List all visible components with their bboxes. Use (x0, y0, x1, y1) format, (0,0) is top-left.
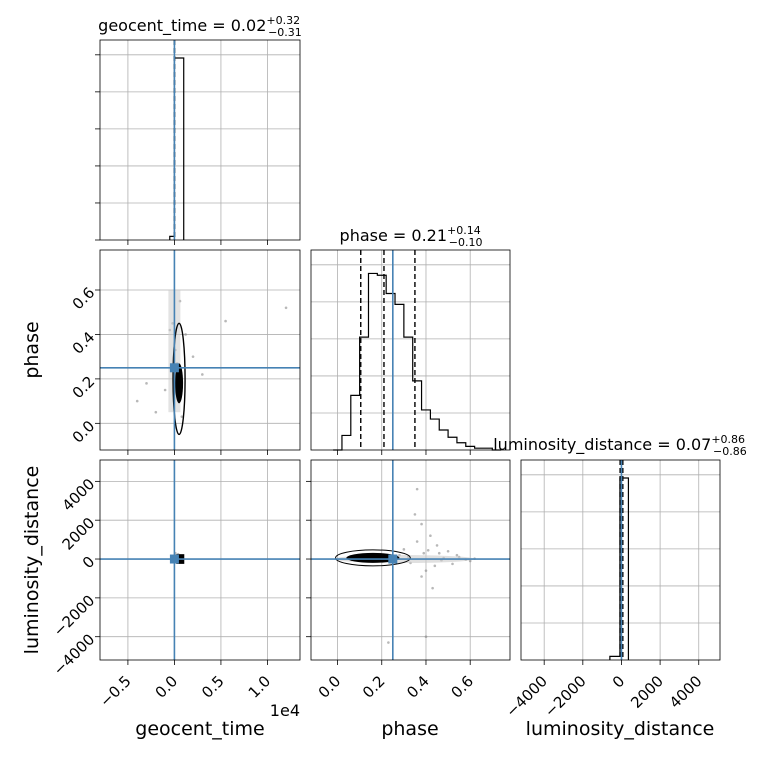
contour-core (346, 552, 400, 563)
scatter-geocent-time-phase-truth-marker (169, 363, 179, 373)
scatter-phase-distance-sample-point (433, 564, 437, 568)
scatter-geocent-time-phase-sample-point (163, 388, 167, 392)
geocent-time-x-axis-tick-label: 1.0 (245, 672, 275, 702)
panel-geocent-time-hist-frame (99, 39, 301, 241)
distance-x-axis-tick-label: 4000 (666, 672, 706, 712)
phase-y-axis-tick-label: 0.2 (69, 373, 99, 403)
scatter-phase-distance-sample-point (424, 635, 428, 638)
distance-x-axis-tick-label: 0 (609, 672, 628, 691)
title-median: = 0.21 (388, 226, 447, 245)
scatter-geocent-time-distance-truth-marker (169, 554, 179, 564)
y-axis-title-phase: phase (21, 321, 43, 378)
scatter-phase-distance-sample-point (420, 575, 423, 578)
panel-title-geocent_time: geocent_time = 0.02+0.32 −0.31 (98, 14, 302, 39)
title-label: luminosity_distance (493, 435, 652, 455)
hist-luminosity-distance-steps (609, 477, 630, 660)
phase-y-axis-tick-label: 0.6 (69, 284, 99, 314)
scatter-geocent-time-phase-sample-point (135, 399, 139, 403)
scatter-phase-distance-sample-point (402, 548, 406, 551)
geocent-time-x-axis-tick-label: 0.5 (198, 672, 228, 702)
panel-geocent-time-vs-distance-frame (99, 459, 301, 661)
scatter-phase-distance-sample-point (446, 549, 450, 553)
contour-outer (335, 549, 411, 567)
distance-y-axis-tick-label: −4000 (50, 630, 99, 679)
phase-y-axis-tick-label: 0.0 (69, 417, 99, 447)
geocent-time-x-axis-tick-label: 0.0 (152, 672, 182, 702)
scatter-geocent-time-phase-sample-point (145, 382, 148, 385)
x-axis-title-geocent-time: geocent_time (135, 718, 264, 740)
scatter-geocent-time-phase-sample-point (284, 306, 288, 310)
scatter-phase-distance-sample-point (426, 548, 430, 552)
geocent-time-x-axis-tick-label: −0.5 (96, 672, 134, 710)
title-minus: −0.86 (713, 445, 747, 458)
panel-geocent-time-vs-phase-frame (99, 249, 301, 451)
contour-core (175, 363, 184, 404)
scatter-geocent-time-phase-sample-point (154, 410, 158, 414)
y-axis-title-luminosity-distance: luminosity_distance (21, 466, 43, 655)
scatter-geocent-time-phase-sample-point (191, 355, 195, 358)
scatter-phase-distance-sample-point (431, 586, 434, 590)
scatter-geocent-time-phase-sample-point (201, 373, 204, 376)
x-axis-title-luminosity-distance: luminosity_distance (526, 718, 715, 740)
scatter-phase-distance-sample-point (415, 540, 419, 543)
scatter-geocent-time-phase-sample-point (224, 319, 227, 323)
scatter-phase-distance-sample-point (435, 544, 439, 547)
scatter-phase-distance-sample-point (455, 553, 459, 557)
offset-text: 1e4 (270, 701, 300, 720)
phase-x-axis-tick-label: 0.4 (403, 672, 433, 702)
title-minus: −0.31 (268, 26, 302, 39)
distance-x-axis-tick-label: 2000 (627, 672, 667, 712)
scatter-phase-distance-sample-point (424, 569, 428, 572)
panel-phase-vs-distance-frame (310, 459, 511, 661)
distance-y-axis-tick-label: −2000 (50, 592, 99, 641)
scatter-phase-distance-sample-point (413, 513, 417, 516)
contour-outer (172, 322, 186, 436)
scatter-geocent-time-phase-sample-point (184, 333, 187, 336)
title-plus: +0.86 (711, 433, 745, 446)
scatter-phase-distance-sample-point (451, 562, 454, 566)
scatter-phase-distance-truth-marker (388, 554, 398, 564)
title-label: phase (340, 226, 388, 245)
title-median: = 0.07 (652, 435, 711, 454)
scatter-phase-distance-sample-point (387, 641, 390, 644)
distance-x-axis-tick-label: −4000 (502, 672, 551, 721)
phase-x-axis-tick-label: 0.0 (315, 672, 345, 702)
scatter-phase-distance-sample-point (422, 551, 426, 555)
scatter-phase-distance-sample-point (429, 534, 432, 538)
distance-y-axis-tick-label: 0 (79, 553, 98, 572)
phase-x-axis-tick-label: 0.6 (447, 672, 477, 702)
title-median: = 0.02 (207, 16, 266, 35)
panel-title-luminosity_distance: luminosity_distance = 0.07+0.86 −0.86 (493, 433, 747, 458)
scatter-phase-distance-sample-point (420, 522, 423, 526)
panel-distance-hist-frame (520, 459, 721, 661)
title-plus: +0.32 (266, 14, 300, 27)
panel-title-phase: phase = 0.21+0.14 −0.10 (340, 224, 483, 249)
phase-y-axis-tick-label: 0.4 (69, 328, 99, 358)
phase-x-axis-tick-label: 0.2 (359, 672, 389, 702)
scatter-phase-distance-sample-point (437, 551, 441, 555)
title-plus: +0.14 (447, 224, 481, 237)
scatter-geocent-time-phase-sample-point (180, 415, 184, 418)
title-minus: −0.10 (449, 236, 483, 249)
hist-phase-steps (333, 272, 502, 451)
distance-x-axis-tick-label: −2000 (541, 672, 590, 721)
x-axis-title-phase: phase (381, 718, 438, 740)
panel-phase-hist-frame (310, 249, 511, 451)
title-label: geocent_time (98, 16, 207, 36)
hist-geocent-time-steps (169, 57, 185, 240)
distance-y-axis-tick-label: 4000 (59, 475, 99, 515)
distance-y-axis-tick-label: 2000 (59, 514, 99, 554)
scatter-phase-distance-sample-point (415, 487, 419, 491)
